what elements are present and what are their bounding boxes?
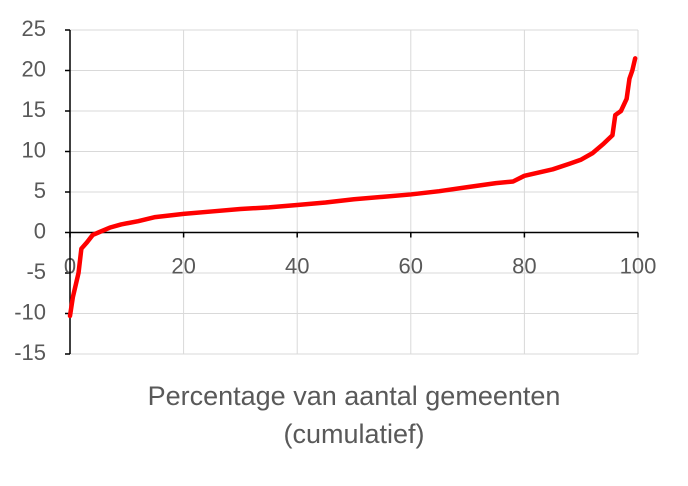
y-tick-label: -5 [26,259,46,284]
x-axis-label: (cumulatief) [283,419,424,449]
y-tick-label: -15 [14,340,46,365]
y-tick-label: 25 [22,16,46,41]
x-tick-label: 20 [171,253,195,278]
y-tick-label: 20 [22,56,46,81]
x-tick-label: 40 [285,253,309,278]
x-tick-label: 60 [399,253,423,278]
x-tick-label: 80 [512,253,536,278]
x-tick-label: 100 [620,253,657,278]
y-tick-label: 15 [22,97,46,122]
x-axis-label: Percentage van aantal gemeenten [148,381,561,411]
y-tick-label: 10 [22,137,46,162]
data-line [67,56,638,319]
y-tick-label: -10 [14,299,46,324]
y-tick-label: 5 [34,178,46,203]
y-tick-label: 0 [34,218,46,243]
